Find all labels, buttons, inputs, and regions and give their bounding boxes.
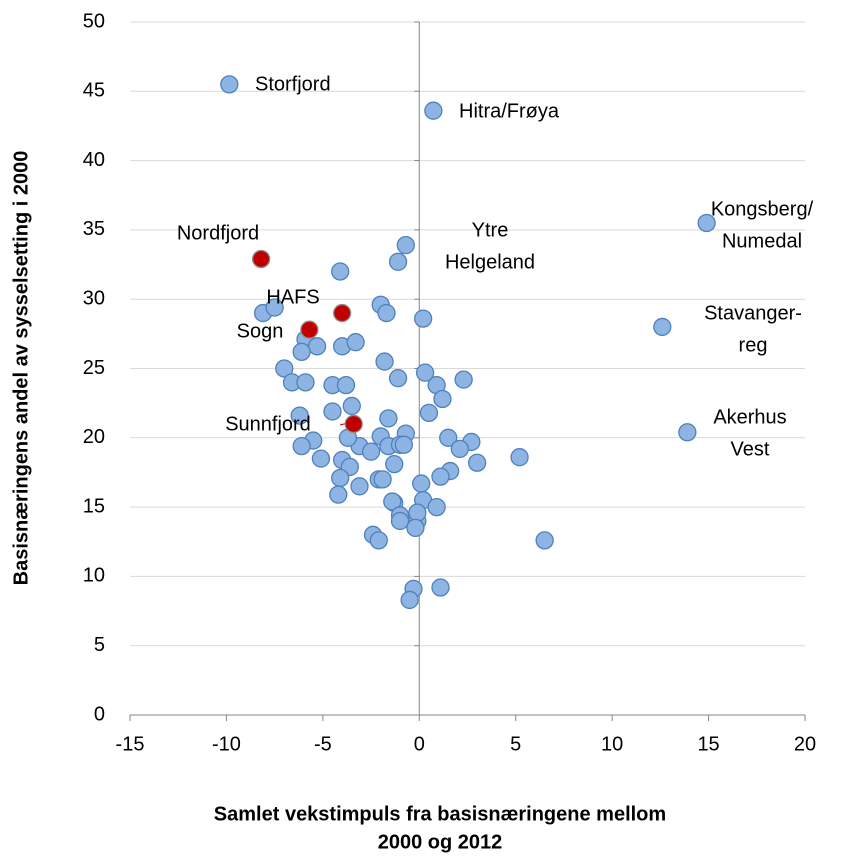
y-tick-label: 0 bbox=[94, 703, 105, 725]
point bbox=[346, 333, 365, 352]
point bbox=[377, 303, 396, 323]
point bbox=[323, 402, 342, 421]
point bbox=[379, 409, 398, 428]
x-tick-label: 5 bbox=[510, 733, 521, 755]
point bbox=[336, 375, 356, 395]
point bbox=[400, 590, 419, 610]
y-tick-label: 40 bbox=[83, 149, 105, 171]
point bbox=[415, 363, 435, 382]
point bbox=[290, 406, 309, 425]
point bbox=[388, 369, 408, 388]
annotation: Hitra/Frøya bbox=[459, 100, 560, 122]
point bbox=[300, 320, 319, 339]
y-tick-label: 45 bbox=[83, 80, 105, 102]
point bbox=[383, 492, 402, 511]
point bbox=[331, 262, 350, 281]
y-tick-label: 5 bbox=[94, 634, 105, 656]
point bbox=[307, 337, 327, 356]
point bbox=[412, 474, 431, 493]
point bbox=[454, 370, 473, 389]
x-tick-label: 10 bbox=[601, 733, 623, 755]
point bbox=[369, 531, 388, 550]
x-axis-title: 2000 og 2012 bbox=[378, 831, 503, 853]
point bbox=[431, 467, 450, 486]
point bbox=[678, 423, 697, 442]
y-tick-label: 20 bbox=[83, 426, 105, 448]
y-tick-label: 15 bbox=[83, 495, 105, 517]
point bbox=[653, 317, 672, 337]
annotation: Akerhus bbox=[713, 406, 786, 428]
annotation: HAFS bbox=[266, 286, 319, 308]
point bbox=[450, 439, 469, 459]
point bbox=[396, 235, 415, 255]
x-tick-label: 20 bbox=[794, 733, 816, 755]
annotation: Stavanger- bbox=[704, 302, 802, 324]
point bbox=[535, 531, 554, 550]
annotation: Sogn bbox=[237, 320, 284, 342]
point bbox=[388, 252, 408, 271]
point bbox=[220, 75, 239, 94]
point bbox=[296, 373, 315, 392]
annotation: Vest bbox=[731, 438, 770, 460]
point bbox=[467, 453, 487, 472]
point bbox=[275, 359, 294, 378]
x-tick-label: -10 bbox=[212, 733, 241, 755]
point bbox=[413, 309, 433, 328]
point bbox=[311, 449, 331, 468]
y-tick-label: 35 bbox=[83, 218, 105, 240]
y-axis-title: Basisnæringens andel av sysselsetting i … bbox=[10, 151, 32, 586]
point bbox=[431, 578, 450, 597]
annotation: Numedal bbox=[722, 230, 802, 252]
point bbox=[251, 249, 271, 269]
point bbox=[332, 303, 352, 323]
point bbox=[419, 403, 439, 423]
point bbox=[427, 497, 446, 517]
point bbox=[375, 352, 394, 371]
annotation: Kongsberg/ bbox=[711, 198, 814, 220]
point bbox=[408, 503, 427, 522]
annotation: Helgeland bbox=[445, 251, 535, 273]
y-tick-label: 50 bbox=[83, 10, 105, 32]
y-tick-label: 10 bbox=[83, 565, 105, 587]
annotation: Nordfjord bbox=[177, 222, 259, 244]
x-tick-label: -15 bbox=[116, 733, 145, 755]
annotation: Sunnfjord bbox=[225, 413, 311, 435]
point bbox=[292, 436, 311, 456]
point bbox=[361, 442, 381, 461]
point bbox=[331, 468, 350, 488]
point bbox=[292, 342, 311, 362]
point bbox=[439, 428, 458, 447]
point bbox=[510, 448, 529, 467]
point bbox=[329, 485, 348, 504]
annotation: reg bbox=[739, 334, 768, 356]
y-tick-label: 25 bbox=[83, 357, 105, 379]
x-tick-label: -5 bbox=[314, 733, 332, 755]
point bbox=[385, 454, 404, 474]
point bbox=[424, 101, 443, 120]
point bbox=[350, 477, 369, 496]
point bbox=[344, 414, 363, 434]
y-tick-label: 30 bbox=[83, 287, 105, 309]
x-tick-label: 15 bbox=[697, 733, 719, 755]
point bbox=[373, 470, 392, 489]
point bbox=[342, 396, 361, 416]
annotation: Ytre bbox=[472, 219, 509, 241]
point bbox=[390, 511, 410, 531]
point bbox=[394, 435, 414, 454]
x-tick-label: 0 bbox=[414, 733, 425, 755]
point bbox=[433, 389, 452, 409]
point bbox=[406, 518, 425, 538]
point bbox=[265, 298, 284, 317]
annotation: Storfjord bbox=[255, 73, 331, 95]
point bbox=[697, 213, 716, 233]
x-axis-title: Samlet vekstimpuls fra basisnæringene me… bbox=[214, 803, 666, 825]
